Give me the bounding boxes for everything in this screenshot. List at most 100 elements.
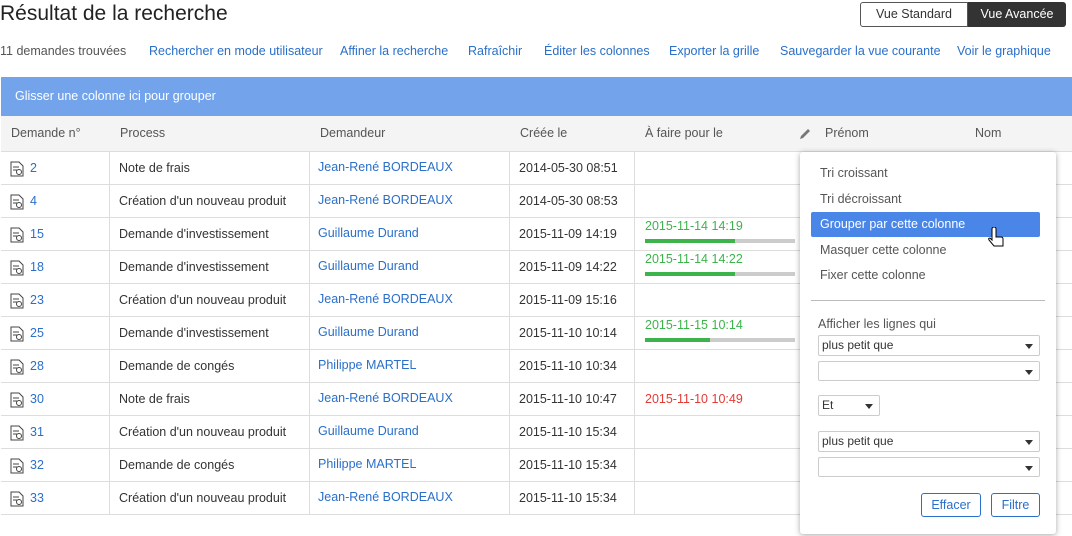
cell[interactable]: Guillaume Durand — [310, 416, 510, 449]
request-id[interactable]: 31 — [30, 425, 44, 439]
edit-icon[interactable] — [798, 127, 812, 141]
cell: 31 — [1, 416, 110, 449]
condition-select[interactable]: plus petit que — [818, 431, 1040, 452]
request-id[interactable]: 33 — [30, 491, 44, 505]
separator — [811, 300, 1045, 301]
cell[interactable]: Guillaume Durand — [310, 317, 510, 350]
result-count: 11 demandes trouvées — [0, 44, 127, 58]
cell: 2014-05-30 08:53 — [510, 185, 635, 218]
doc-icon — [10, 227, 24, 243]
cell: Création d'un nouveau produit — [110, 416, 310, 449]
column-header[interactable]: Process — [120, 126, 166, 140]
request-id[interactable]: 2 — [30, 161, 37, 175]
doc-icon — [10, 491, 24, 507]
cell: 2015-11-10 15:34 — [510, 449, 635, 482]
table-header — [1, 116, 1072, 152]
column-header[interactable]: Nom — [975, 126, 1002, 140]
menu-item[interactable]: Masquer cette colonne — [820, 242, 947, 257]
clear-button[interactable]: Effacer — [921, 493, 981, 517]
doc-icon — [10, 194, 24, 210]
doc-icon — [10, 326, 24, 342]
column-header[interactable]: À faire pour le — [645, 126, 723, 140]
cell[interactable]: Jean-René BORDEAUX — [310, 383, 510, 416]
column-header[interactable]: Demande n° — [11, 126, 81, 140]
menu-item[interactable]: Fixer cette colonne — [820, 268, 926, 282]
column-header[interactable]: Créée le — [520, 126, 568, 140]
toolbar-link[interactable]: Exporter la grille — [669, 44, 760, 58]
doc-icon — [10, 161, 24, 177]
toolbar-link[interactable]: Rechercher en mode utilisateur — [149, 44, 323, 58]
cell: 2015-11-09 15:16 — [510, 284, 635, 317]
toolbar-link[interactable]: Éditer les colonnes — [544, 44, 650, 58]
request-id[interactable]: 18 — [30, 260, 44, 274]
value-input[interactable] — [818, 361, 1040, 381]
menu-item[interactable]: Tri croissant — [820, 166, 888, 180]
view-advanced[interactable]: Vue Avancée — [968, 2, 1066, 27]
cell: 2015-11-14 14:19 — [635, 218, 815, 251]
cell: Demande d'investissement — [110, 317, 310, 350]
value-input[interactable] — [818, 457, 1040, 477]
cell — [635, 449, 815, 482]
column-header[interactable]: Prénom — [825, 126, 869, 140]
cell[interactable]: Jean-René BORDEAUX — [310, 284, 510, 317]
cell — [635, 152, 815, 185]
cell: Création d'un nouveau produit — [110, 185, 310, 218]
menu-item[interactable]: Tri décroissant — [820, 191, 902, 206]
request-id[interactable]: 23 — [30, 293, 44, 307]
cell: 4 — [1, 185, 110, 218]
request-id[interactable]: 15 — [30, 227, 44, 241]
joiner-select[interactable]: Et — [818, 395, 880, 416]
cell: 18 — [1, 251, 110, 284]
cell[interactable]: Jean-René BORDEAUX — [310, 152, 510, 185]
view-standard[interactable]: Vue Standard — [860, 2, 968, 27]
progress-track — [645, 239, 795, 243]
due-date: 2015-11-15 10:14 — [645, 318, 743, 332]
request-id[interactable]: 28 — [30, 359, 44, 373]
filter-button[interactable]: Filtre — [991, 493, 1040, 517]
cell: 2015-11-15 10:14 — [635, 317, 815, 350]
toolbar-link[interactable]: Voir le graphique — [957, 44, 1051, 58]
cell — [635, 482, 815, 515]
cell: 2015-11-10 10:14 — [510, 317, 635, 350]
filter-label: Afficher les lignes qui — [818, 317, 936, 331]
cell: 2015-11-10 15:34 — [510, 416, 635, 449]
cell[interactable]: Philippe MARTEL — [310, 449, 510, 482]
cursor — [988, 227, 1004, 247]
doc-icon — [10, 293, 24, 309]
toolbar-link[interactable]: Affiner la recherche — [340, 44, 449, 58]
cell: 2015-11-09 14:22 — [510, 251, 635, 284]
cell[interactable]: Guillaume Durand — [310, 251, 510, 284]
toolbar-link[interactable]: Sauvegarder la vue courante — [780, 44, 941, 58]
request-id[interactable]: 4 — [30, 194, 37, 208]
menu-item[interactable]: Grouper par cette colonne — [811, 212, 1040, 237]
cell: 32 — [1, 449, 110, 482]
request-id[interactable]: 25 — [30, 326, 44, 340]
cell: Note de frais — [110, 152, 310, 185]
column-header[interactable]: Demandeur — [320, 126, 386, 140]
progress-fill — [645, 338, 710, 342]
group-bar: Glisser une colonne ici pour grouper — [1, 77, 1072, 116]
condition-select[interactable]: plus petit que — [818, 335, 1040, 356]
cell: Note de frais — [110, 383, 310, 416]
cell: 2015-11-10 10:49 — [635, 383, 815, 416]
cell[interactable]: Jean-René BORDEAUX — [310, 185, 510, 218]
progress-track — [645, 338, 795, 342]
cell — [635, 185, 815, 218]
request-id[interactable]: 30 — [30, 392, 44, 406]
cell: Création d'un nouveau produit — [110, 284, 310, 317]
cell: 2015-11-09 14:19 — [510, 218, 635, 251]
cell: Création d'un nouveau produit — [110, 482, 310, 515]
cell[interactable]: Guillaume Durand — [310, 218, 510, 251]
doc-icon — [10, 425, 24, 441]
cell: 2015-11-10 10:34 — [510, 350, 635, 383]
due-date: 2015-11-10 10:49 — [645, 392, 743, 406]
toolbar-link[interactable]: Rafraîchir — [468, 44, 523, 58]
cell: Demande de congés — [110, 449, 310, 482]
cell: 23 — [1, 284, 110, 317]
cell[interactable]: Jean-René BORDEAUX — [310, 482, 510, 515]
progress-track — [645, 272, 795, 276]
cell: Demande de congés — [110, 350, 310, 383]
cell[interactable]: Philippe MARTEL — [310, 350, 510, 383]
request-id[interactable]: 32 — [30, 458, 44, 472]
